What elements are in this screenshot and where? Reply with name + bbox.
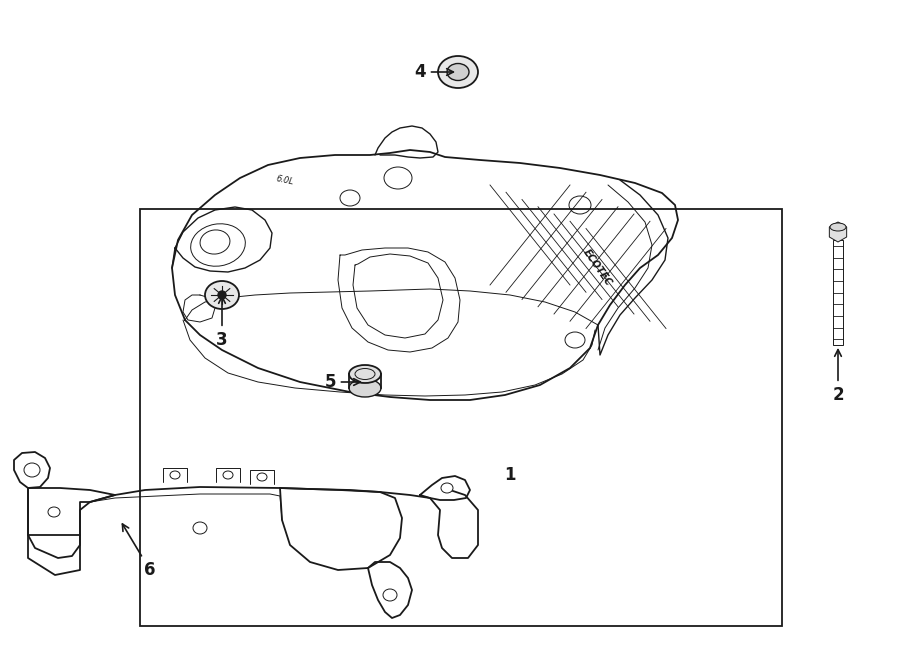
Circle shape xyxy=(218,291,226,299)
Text: 6: 6 xyxy=(122,524,156,579)
Ellipse shape xyxy=(349,379,381,397)
Ellipse shape xyxy=(438,56,478,88)
Ellipse shape xyxy=(447,64,469,81)
Ellipse shape xyxy=(193,522,207,534)
Text: 2: 2 xyxy=(832,350,844,404)
Text: 5: 5 xyxy=(324,373,360,391)
Ellipse shape xyxy=(441,483,453,493)
Ellipse shape xyxy=(383,589,397,601)
Bar xyxy=(140,209,782,626)
Bar xyxy=(833,240,843,345)
Text: 1: 1 xyxy=(504,466,516,484)
Text: 4: 4 xyxy=(414,63,454,81)
Text: 6.0L: 6.0L xyxy=(275,173,294,186)
Ellipse shape xyxy=(24,463,40,477)
Ellipse shape xyxy=(205,281,239,309)
Ellipse shape xyxy=(830,223,846,231)
Ellipse shape xyxy=(48,507,60,517)
Ellipse shape xyxy=(349,365,381,383)
Text: ECOTEC: ECOTEC xyxy=(580,248,613,288)
Text: 3: 3 xyxy=(216,297,228,349)
